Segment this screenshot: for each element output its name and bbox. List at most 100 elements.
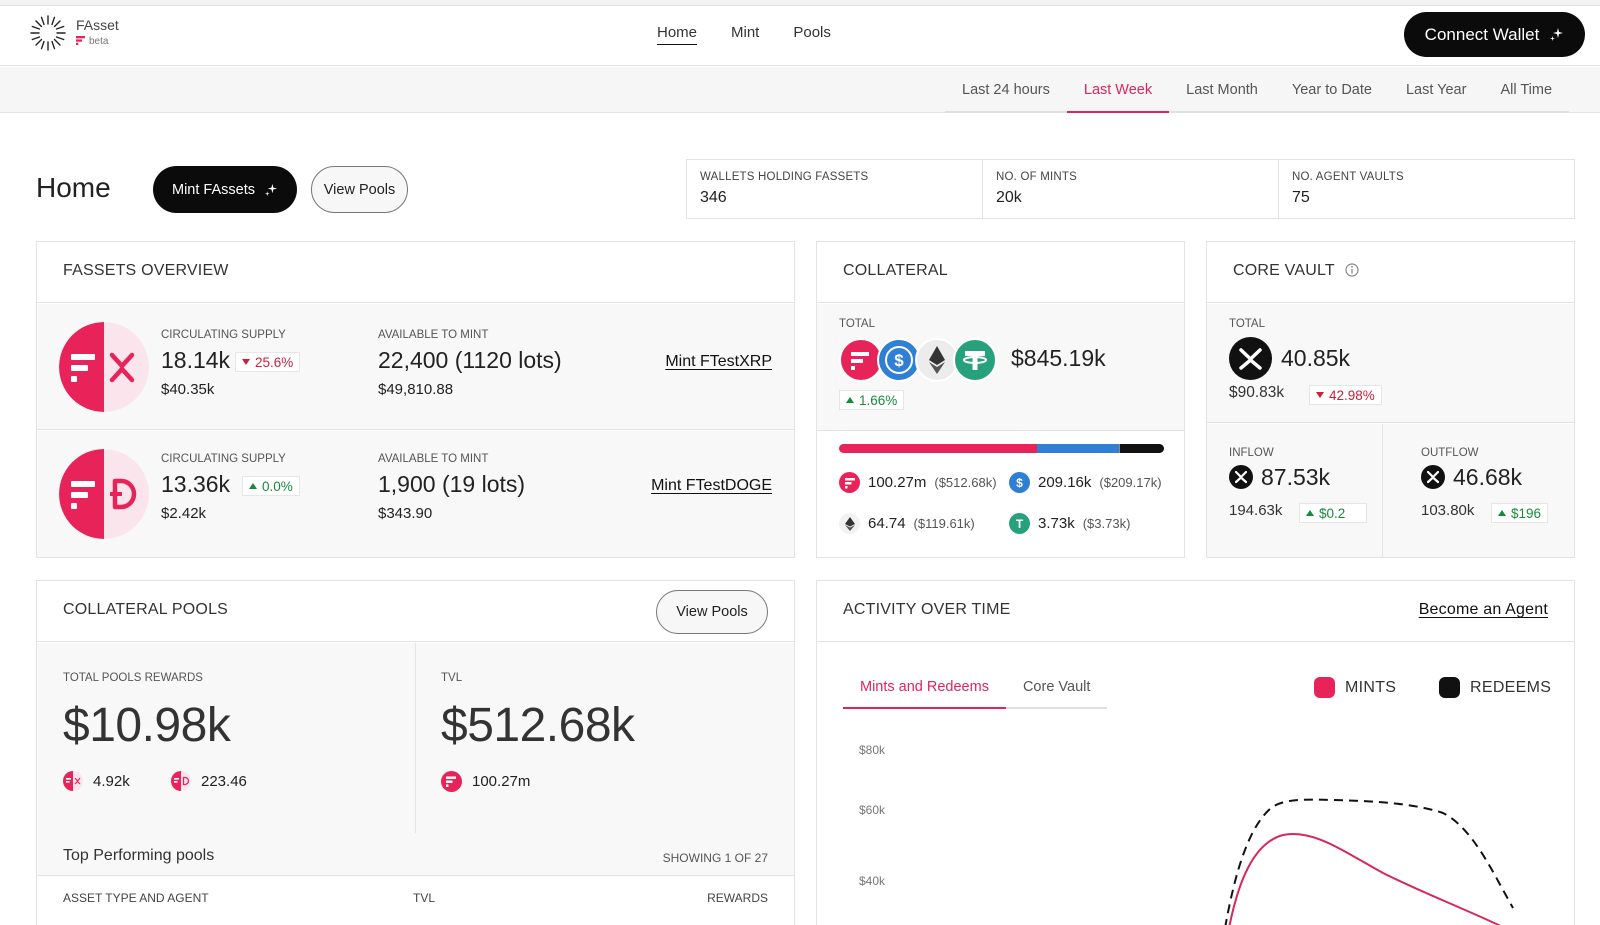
up-arrow-icon — [249, 483, 257, 489]
nav-item-mint[interactable]: Mint — [731, 24, 760, 41]
stats-strip: WALLETS HOLDING FASSETS 346 NO. OF MINTS… — [686, 159, 1575, 219]
collateral-total: $845.19k — [1011, 345, 1106, 371]
fxrp-icon — [59, 322, 149, 412]
supply-label: CIRCULATING SUPPLY — [161, 453, 286, 465]
up-arrow-icon — [1498, 510, 1506, 516]
outflow-change-badge: $196 — [1491, 503, 1549, 523]
mint-fassets-button[interactable]: Mint FAssets — [153, 166, 297, 213]
nav-item-home[interactable]: Home — [657, 24, 698, 45]
supply-value: 18.14k — [161, 347, 231, 373]
asset-usd: ($3.73k) — [1082, 516, 1131, 531]
core-vault-card: CORE VAULT TOTAL 40.85k $90.83k 42.98% I… — [1206, 241, 1575, 558]
tether-icon: T — [1009, 513, 1030, 534]
sparkle-icon — [264, 183, 278, 196]
app-logo[interactable]: FAsset beta — [28, 13, 128, 57]
asset-amount: 64.74 — [868, 515, 906, 532]
inflow-change-badge: $0.2 — [1299, 503, 1367, 523]
core-vault-total-usd: $90.83k — [1229, 384, 1285, 401]
rewards-value: $10.98k — [63, 699, 231, 752]
asset-amount: 3.73k — [1038, 515, 1075, 532]
core-vault-change: 42.98% — [1329, 387, 1375, 403]
tab-last-week[interactable]: Last Week — [1066, 67, 1170, 113]
collateral-pools-card: COLLATERAL POOLS View Pools TOTAL POOLS … — [36, 580, 795, 925]
card-title: CORE VAULT — [1233, 262, 1335, 279]
pools-table-header: ASSET TYPE AND AGENT TVL REWARDS — [37, 875, 794, 918]
connect-wallet-button[interactable]: Connect Wallet — [1404, 12, 1585, 57]
beta-label: beta — [89, 36, 109, 47]
card-header: ACTIVITY OVER TIME Become an Agent — [817, 581, 1574, 642]
tvl-value: $512.68k — [441, 699, 635, 752]
rewards-fxrp: 4.92k — [63, 771, 130, 791]
core-vault-total-value: 40.85k — [1281, 345, 1351, 371]
xrp-icon — [1421, 465, 1445, 489]
card-title: FASSETS OVERVIEW — [37, 242, 794, 303]
usdc-icon: $ — [1009, 472, 1030, 493]
tab-year-to-date[interactable]: Year to Date — [1291, 82, 1372, 98]
top-pools-title: Top Performing pools — [63, 847, 215, 864]
activity-tabs: Mints and Redeems Core Vault — [843, 667, 1108, 709]
tab-last-24-hours[interactable]: Last 24 hours — [962, 82, 1050, 98]
tab-core-vault[interactable]: Core Vault — [1022, 679, 1091, 695]
tab-mints-and-redeems[interactable]: Mints and Redeems — [843, 667, 1006, 709]
info-icon[interactable] — [1345, 263, 1359, 277]
rewards-label: TOTAL POOLS REWARDS — [63, 672, 203, 684]
tvl-label: TVL — [441, 672, 463, 684]
usdc-icon: $ — [877, 338, 921, 382]
core-vault-change-badge: 42.98% — [1309, 385, 1382, 405]
collateral-asset-eth: 64.74 ($119.61k) — [839, 513, 975, 534]
stat-label: WALLETS HOLDING FASSETS — [700, 171, 869, 183]
column-tvl[interactable]: TVL — [413, 891, 436, 905]
total-label: TOTAL — [839, 318, 875, 330]
asset-usd: ($209.17k) — [1099, 475, 1162, 490]
bar-segment-eth — [1118, 444, 1121, 453]
outflow-change: $196 — [1511, 505, 1542, 521]
divider — [1382, 424, 1383, 557]
view-pools-button[interactable]: View Pools — [656, 590, 768, 634]
down-arrow-icon — [242, 359, 250, 365]
legend-mints[interactable]: MINTS — [1314, 677, 1396, 698]
fdoge-icon — [171, 771, 191, 791]
outflow-sub: 103.80k — [1421, 502, 1475, 519]
mint-ftestdoge-link[interactable]: Mint FTestDOGE — [651, 477, 772, 494]
mint-ftestxrp-link[interactable]: Mint FTestXRP — [665, 353, 772, 370]
mints-series-line — [1228, 833, 1501, 925]
down-arrow-icon — [1316, 392, 1324, 398]
available-label: AVAILABLE TO MINT — [378, 453, 489, 465]
up-arrow-icon — [1306, 510, 1314, 516]
asset-amount: 100.27m — [868, 474, 927, 491]
tab-all-time[interactable]: All Time — [1500, 82, 1553, 98]
column-rewards[interactable]: REWARDS — [707, 891, 768, 905]
divider — [415, 643, 416, 833]
card-title: COLLATERAL — [817, 242, 1184, 303]
time-range-bar: Last 24 hours Last Week Last Month Year … — [0, 67, 1600, 113]
column-asset-type[interactable]: ASSET TYPE AND AGENT — [63, 891, 209, 905]
svg-text:$: $ — [894, 351, 904, 370]
fassets-overview-card: FASSETS OVERVIEW CIRCULATING SUPPLY 18.1… — [36, 241, 795, 558]
view-pools-button[interactable]: View Pools — [311, 166, 408, 213]
fasset-row-fdoge: CIRCULATING SUPPLY 13.36k 0.0% $2.42k AV… — [37, 431, 794, 557]
legend-label: REDEEMS — [1470, 678, 1552, 696]
page-title: Home — [36, 172, 111, 203]
showing-count: SHOWING 1 OF 27 — [662, 851, 768, 865]
inflow-label: INFLOW — [1229, 447, 1274, 459]
supply-change-badge: 0.0% — [242, 476, 300, 496]
inflow-sub: 194.63k — [1229, 502, 1283, 519]
core-vault-total: TOTAL 40.85k $90.83k 42.98% — [1207, 304, 1574, 423]
tether-icon — [953, 338, 997, 382]
card-header: CORE VAULT — [1207, 242, 1574, 303]
collateral-distribution-bar — [839, 444, 1164, 453]
tab-last-year[interactable]: Last Year — [1405, 82, 1467, 98]
fdoge-icon — [59, 449, 149, 539]
nav-item-pools[interactable]: Pools — [793, 24, 831, 41]
available-value: 1,900 (19 lots) — [378, 471, 526, 497]
bar-segment-usdc — [1037, 444, 1119, 453]
collateral-total-section: TOTAL $ $845.19k 1.66% — [817, 304, 1184, 431]
activity-chart: $80k $60k $40k — [859, 743, 1514, 925]
collateral-asset-usdt: T 3.73k ($3.73k) — [1009, 513, 1130, 534]
stat-value: 75 — [1292, 189, 1310, 206]
legend-redeems[interactable]: REDEEMS — [1439, 677, 1551, 698]
supply-usd: $2.42k — [161, 505, 207, 522]
tab-last-month[interactable]: Last Month — [1186, 82, 1258, 98]
app-header: FAsset beta Home Mint Pools Connect Wall… — [0, 7, 1600, 66]
become-agent-link[interactable]: Become an Agent — [1418, 601, 1548, 618]
